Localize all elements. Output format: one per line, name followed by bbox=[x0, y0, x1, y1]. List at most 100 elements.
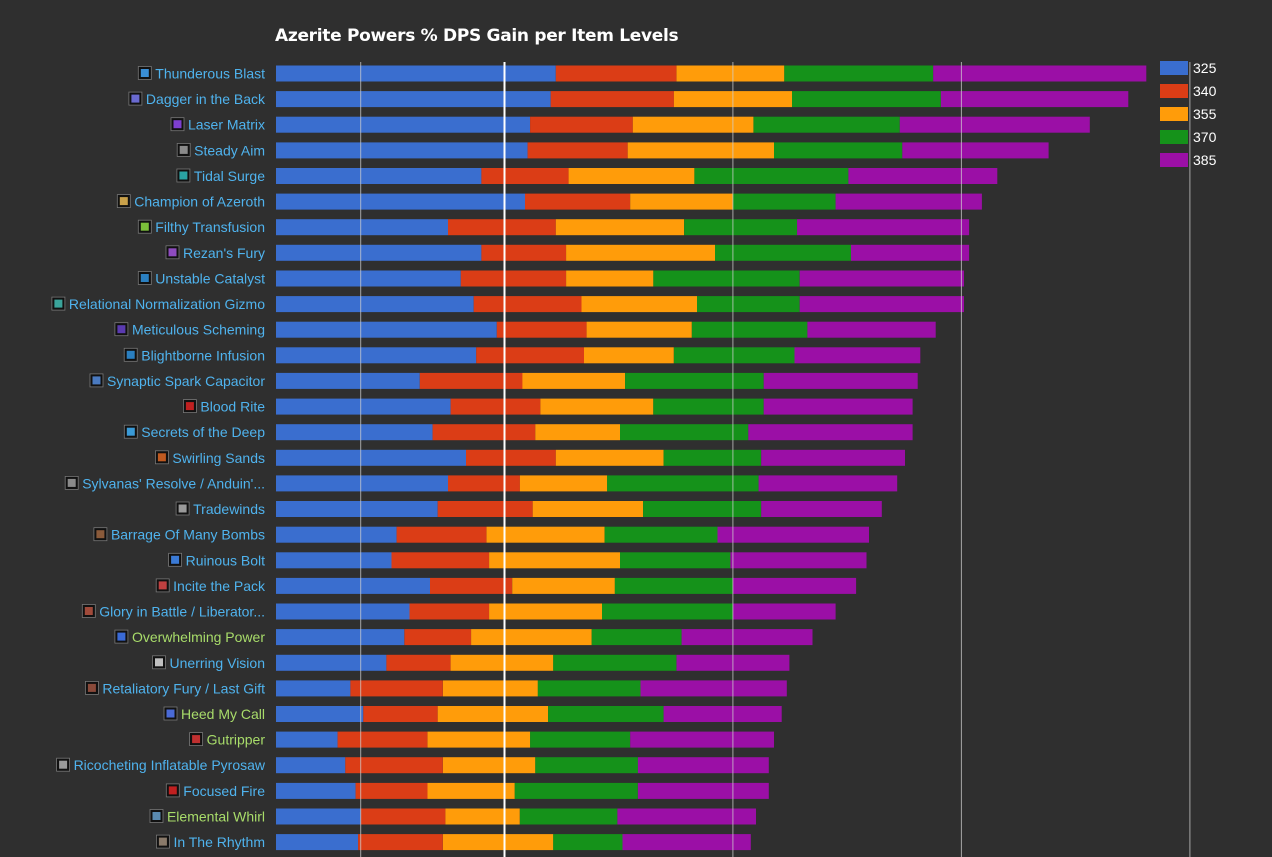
bar-segment[interactable] bbox=[427, 782, 515, 799]
bar-segment[interactable] bbox=[899, 116, 1090, 133]
bar-segment[interactable] bbox=[604, 526, 718, 543]
category-label[interactable]: Laser Matrix bbox=[188, 117, 265, 133]
bar-segment[interactable] bbox=[848, 168, 998, 184]
bar-segment[interactable] bbox=[358, 834, 443, 851]
category-label[interactable]: Filthy Transfusion bbox=[155, 219, 265, 235]
bar-segment[interactable] bbox=[555, 449, 664, 466]
bar-segment[interactable] bbox=[555, 219, 685, 236]
bar-segment[interactable] bbox=[630, 193, 733, 210]
bar-segment[interactable] bbox=[409, 603, 490, 620]
bar-segment[interactable] bbox=[460, 270, 566, 287]
bar-segment[interactable] bbox=[276, 629, 405, 646]
bar-segment[interactable] bbox=[763, 372, 918, 389]
bar-segment[interactable] bbox=[276, 808, 361, 825]
bar-segment[interactable] bbox=[276, 449, 466, 466]
bar-segment[interactable] bbox=[717, 526, 870, 543]
bar-segment[interactable] bbox=[653, 398, 764, 415]
bar-segment[interactable] bbox=[496, 321, 587, 338]
category-label[interactable]: Unerring Vision bbox=[170, 655, 265, 671]
bar-segment[interactable] bbox=[540, 398, 654, 415]
bar-segment[interactable] bbox=[673, 347, 795, 364]
bar-segment[interactable] bbox=[360, 808, 446, 825]
bar-segment[interactable] bbox=[473, 296, 582, 313]
bar-segment[interactable] bbox=[466, 449, 556, 466]
category-label[interactable]: Overwhelming Power bbox=[132, 629, 265, 645]
bar-segment[interactable] bbox=[694, 168, 849, 184]
bar-segment[interactable] bbox=[761, 449, 905, 466]
category-label[interactable]: Blood Rite bbox=[200, 399, 265, 415]
bar-segment[interactable] bbox=[432, 424, 536, 441]
bar-segment[interactable] bbox=[602, 603, 733, 620]
bar-segment[interactable] bbox=[350, 680, 443, 697]
bar-segment[interactable] bbox=[489, 552, 620, 569]
bar-segment[interactable] bbox=[345, 757, 443, 774]
category-label[interactable]: In The Rhythm bbox=[173, 834, 265, 850]
bar-segment[interactable] bbox=[555, 65, 677, 82]
bar-segment[interactable] bbox=[514, 782, 638, 799]
category-label[interactable]: Ruinous Bolt bbox=[186, 552, 265, 568]
bar-segment[interactable] bbox=[437, 501, 533, 517]
bar-segment[interactable] bbox=[620, 424, 749, 441]
bar-segment[interactable] bbox=[530, 731, 631, 748]
bar-segment[interactable] bbox=[566, 270, 654, 287]
bar-segment[interactable] bbox=[535, 424, 620, 441]
bar-segment[interactable] bbox=[614, 577, 733, 594]
bar-segment[interactable] bbox=[276, 219, 448, 236]
bar-segment[interactable] bbox=[653, 270, 800, 287]
category-label[interactable]: Swirling Sands bbox=[172, 450, 265, 466]
bar-segment[interactable] bbox=[748, 424, 913, 441]
category-label[interactable]: Secrets of the Deep bbox=[141, 424, 265, 440]
bar-segment[interactable] bbox=[799, 270, 964, 287]
bar-segment[interactable] bbox=[584, 347, 674, 364]
bar-segment[interactable] bbox=[591, 629, 682, 646]
bar-segment[interactable] bbox=[537, 680, 641, 697]
bar-segment[interactable] bbox=[386, 654, 451, 671]
bar-segment[interactable] bbox=[620, 552, 731, 569]
category-label[interactable]: Barrage Of Many Bombs bbox=[111, 527, 265, 543]
bar-segment[interactable] bbox=[276, 142, 528, 159]
bar-segment[interactable] bbox=[586, 321, 692, 338]
category-label[interactable]: Synaptic Spark Capacitor bbox=[107, 373, 265, 389]
bar-segment[interactable] bbox=[630, 731, 774, 748]
bar-segment[interactable] bbox=[363, 706, 438, 722]
bar-segment[interactable] bbox=[481, 244, 567, 261]
bar-segment[interactable] bbox=[940, 91, 1129, 108]
bar-segment[interactable] bbox=[691, 321, 808, 338]
bar-segment[interactable] bbox=[732, 193, 836, 210]
bar-segment[interactable] bbox=[774, 142, 903, 159]
bar-segment[interactable] bbox=[807, 321, 936, 338]
bar-segment[interactable] bbox=[835, 193, 982, 210]
bar-segment[interactable] bbox=[522, 372, 626, 389]
bar-segment[interactable] bbox=[448, 219, 556, 236]
bar-segment[interactable] bbox=[276, 577, 430, 594]
bar-segment[interactable] bbox=[663, 706, 782, 722]
bar-segment[interactable] bbox=[519, 808, 618, 825]
category-label[interactable]: Steady Aim bbox=[194, 142, 265, 158]
bar-segment[interactable] bbox=[715, 244, 852, 261]
category-label[interactable]: Thunderous Blast bbox=[155, 66, 265, 82]
bar-segment[interactable] bbox=[732, 603, 836, 620]
bar-segment[interactable] bbox=[396, 526, 487, 543]
bar-segment[interactable] bbox=[276, 270, 461, 287]
category-label[interactable]: Ricocheting Inflatable Pyrosaw bbox=[74, 757, 266, 773]
category-label[interactable]: Sylvanas' Resolve / Anduin'... bbox=[82, 475, 265, 491]
bar-segment[interactable] bbox=[276, 244, 482, 261]
bar-segment[interactable] bbox=[625, 372, 764, 389]
category-label[interactable]: Gutripper bbox=[207, 732, 266, 748]
bar-segment[interactable] bbox=[607, 475, 759, 492]
bar-segment[interactable] bbox=[276, 347, 477, 364]
category-label[interactable]: Elemental Whirl bbox=[167, 809, 265, 825]
bar-segment[interactable] bbox=[448, 475, 520, 492]
bar-segment[interactable] bbox=[784, 65, 934, 82]
bar-segment[interactable] bbox=[532, 501, 644, 517]
bar-segment[interactable] bbox=[553, 834, 623, 851]
bar-segment[interactable] bbox=[430, 577, 513, 594]
bar-segment[interactable] bbox=[761, 501, 882, 517]
bar-segment[interactable] bbox=[732, 577, 857, 594]
bar-segment[interactable] bbox=[535, 757, 638, 774]
category-label[interactable]: Blightborne Infusion bbox=[141, 347, 265, 363]
bar-segment[interactable] bbox=[276, 834, 359, 851]
bar-segment[interactable] bbox=[276, 168, 482, 184]
bar-segment[interactable] bbox=[481, 168, 569, 184]
bar-segment[interactable] bbox=[794, 347, 921, 364]
